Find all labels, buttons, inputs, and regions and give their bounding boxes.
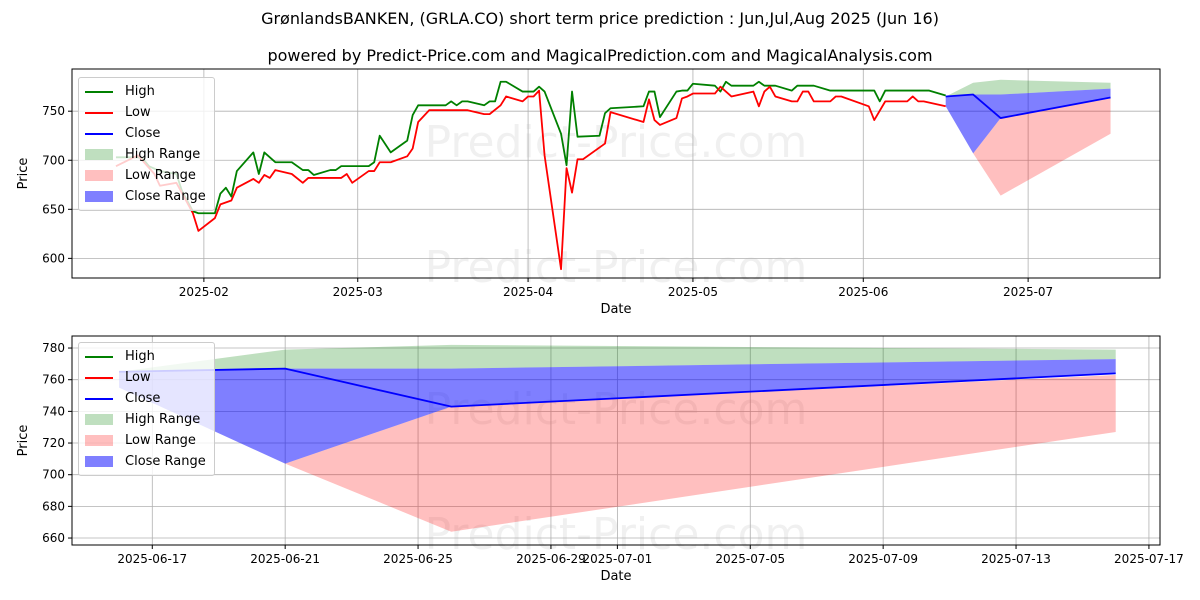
plot-frame — [71, 68, 1161, 279]
y-tick-label: 740 — [42, 404, 65, 418]
legend-label: High Range — [125, 412, 201, 427]
x-tick-label: 2025-06-17 — [117, 552, 187, 566]
x-tick-label: 2025-07-05 — [715, 552, 785, 566]
legend-label: Low — [125, 370, 151, 385]
legend-item-close: Close — [85, 123, 206, 144]
x-tick-label: 2025-06-29 — [516, 552, 586, 566]
high-range-band — [119, 344, 1116, 372]
x-tick-label: 2025-07-17 — [1114, 552, 1184, 566]
legend-swatch-high — [85, 90, 113, 93]
x-tick-label: 2025-07 — [1003, 285, 1053, 299]
x-tick-label: 2025-04 — [503, 285, 553, 299]
y-tick-label: 660 — [42, 531, 65, 545]
chart-bottom: Predict-Price.comPredict-Price.com660680… — [16, 335, 1184, 584]
y-tick-label: 600 — [42, 251, 65, 265]
x-axis-label: Date — [600, 302, 631, 317]
y-tick-label: 760 — [42, 373, 65, 387]
legend-item-high: High — [85, 346, 206, 367]
legend-swatch-high-range — [85, 149, 113, 160]
y-axis-label: Price — [16, 425, 31, 457]
x-tick-label: 2025-02 — [179, 285, 229, 299]
legend-label: High Range — [125, 147, 201, 162]
legend-swatch-high — [85, 355, 113, 358]
legend-label: Close — [125, 391, 161, 406]
legend-label: Low Range — [125, 168, 196, 183]
x-tick-label: 2025-07-13 — [981, 552, 1051, 566]
legend-swatch-low-range — [85, 170, 113, 181]
y-tick-label: 750 — [42, 104, 65, 118]
legend-label: Low Range — [125, 433, 196, 448]
legend-swatch-low-range — [85, 435, 113, 446]
chart-title: GrønlandsBANKEN, (GRLA.CO) short term pr… — [261, 9, 939, 28]
watermark: Predict-Price.com — [425, 509, 808, 560]
legend-item-close: Close — [85, 388, 206, 409]
chart-subtitle: powered by Predict-Price.com and Magical… — [267, 46, 933, 65]
legend-label: Close — [125, 126, 161, 141]
x-tick-label: 2025-07-09 — [848, 552, 918, 566]
legend-label: High — [125, 349, 155, 364]
plot-area — [115, 79, 1111, 271]
legend-label: Low — [125, 105, 151, 120]
legend-label: Close Range — [125, 189, 206, 204]
x-tick-label: 2025-06-21 — [250, 552, 320, 566]
legend-swatch-close — [85, 132, 113, 135]
legend-label: Close Range — [125, 454, 206, 469]
x-tick-label: 2025-03 — [333, 285, 383, 299]
low-range-band — [119, 374, 1116, 532]
legend-top: High Low Close High Range Low Range Clos… — [78, 77, 215, 211]
close-line — [945, 93, 1111, 119]
low-line — [115, 85, 946, 271]
legend-swatch-high-range — [85, 414, 113, 425]
y-tick-label: 720 — [42, 436, 65, 450]
legend-item-low: Low — [85, 102, 206, 123]
legend-swatch-close — [85, 397, 113, 400]
y-tick-label: 780 — [42, 341, 65, 355]
legend-item-low: Low — [85, 367, 206, 388]
low-range-band — [945, 98, 1111, 196]
legend-item-low-range: Low Range — [85, 165, 206, 186]
x-tick-label: 2025-06-25 — [383, 552, 453, 566]
legend-swatch-low — [85, 376, 113, 379]
legend-item-close-range: Close Range — [85, 451, 206, 472]
chart-top: Predict-Price.com Predict-Price.com 600 650… — [16, 68, 1161, 317]
legend-swatch-close-range — [85, 456, 113, 467]
legend-swatch-low — [85, 111, 113, 114]
legend-item-high: High — [85, 81, 206, 102]
legend-bottom: High Low Close High Range Low Range Clos… — [78, 342, 215, 476]
y-tick-label: 700 — [42, 468, 65, 482]
legend-swatch-close-range — [85, 191, 113, 202]
legend-item-high-range: High Range — [85, 409, 206, 430]
watermark: Predict-Price.com — [425, 117, 808, 168]
y-tick-label: 700 — [42, 153, 65, 167]
x-axis-label: Date — [600, 569, 631, 584]
high-range-band — [945, 79, 1111, 97]
plot-area — [119, 344, 1116, 532]
y-axis-label: Price — [16, 158, 31, 190]
y-tick-label: 650 — [42, 202, 65, 216]
x-tick-label: 2025-05 — [668, 285, 718, 299]
high-line — [115, 80, 946, 215]
legend-label: High — [125, 84, 155, 99]
watermark: Predict-Price.com — [425, 242, 808, 293]
plot-frame — [71, 335, 1161, 546]
y-tick-label: 680 — [42, 499, 65, 513]
legend-item-close-range: Close Range — [85, 186, 206, 207]
legend-item-high-range: High Range — [85, 144, 206, 165]
x-tick-label: 2025-07-01 — [583, 552, 653, 566]
x-tick-label: 2025-06 — [838, 285, 888, 299]
legend-item-low-range: Low Range — [85, 430, 206, 451]
